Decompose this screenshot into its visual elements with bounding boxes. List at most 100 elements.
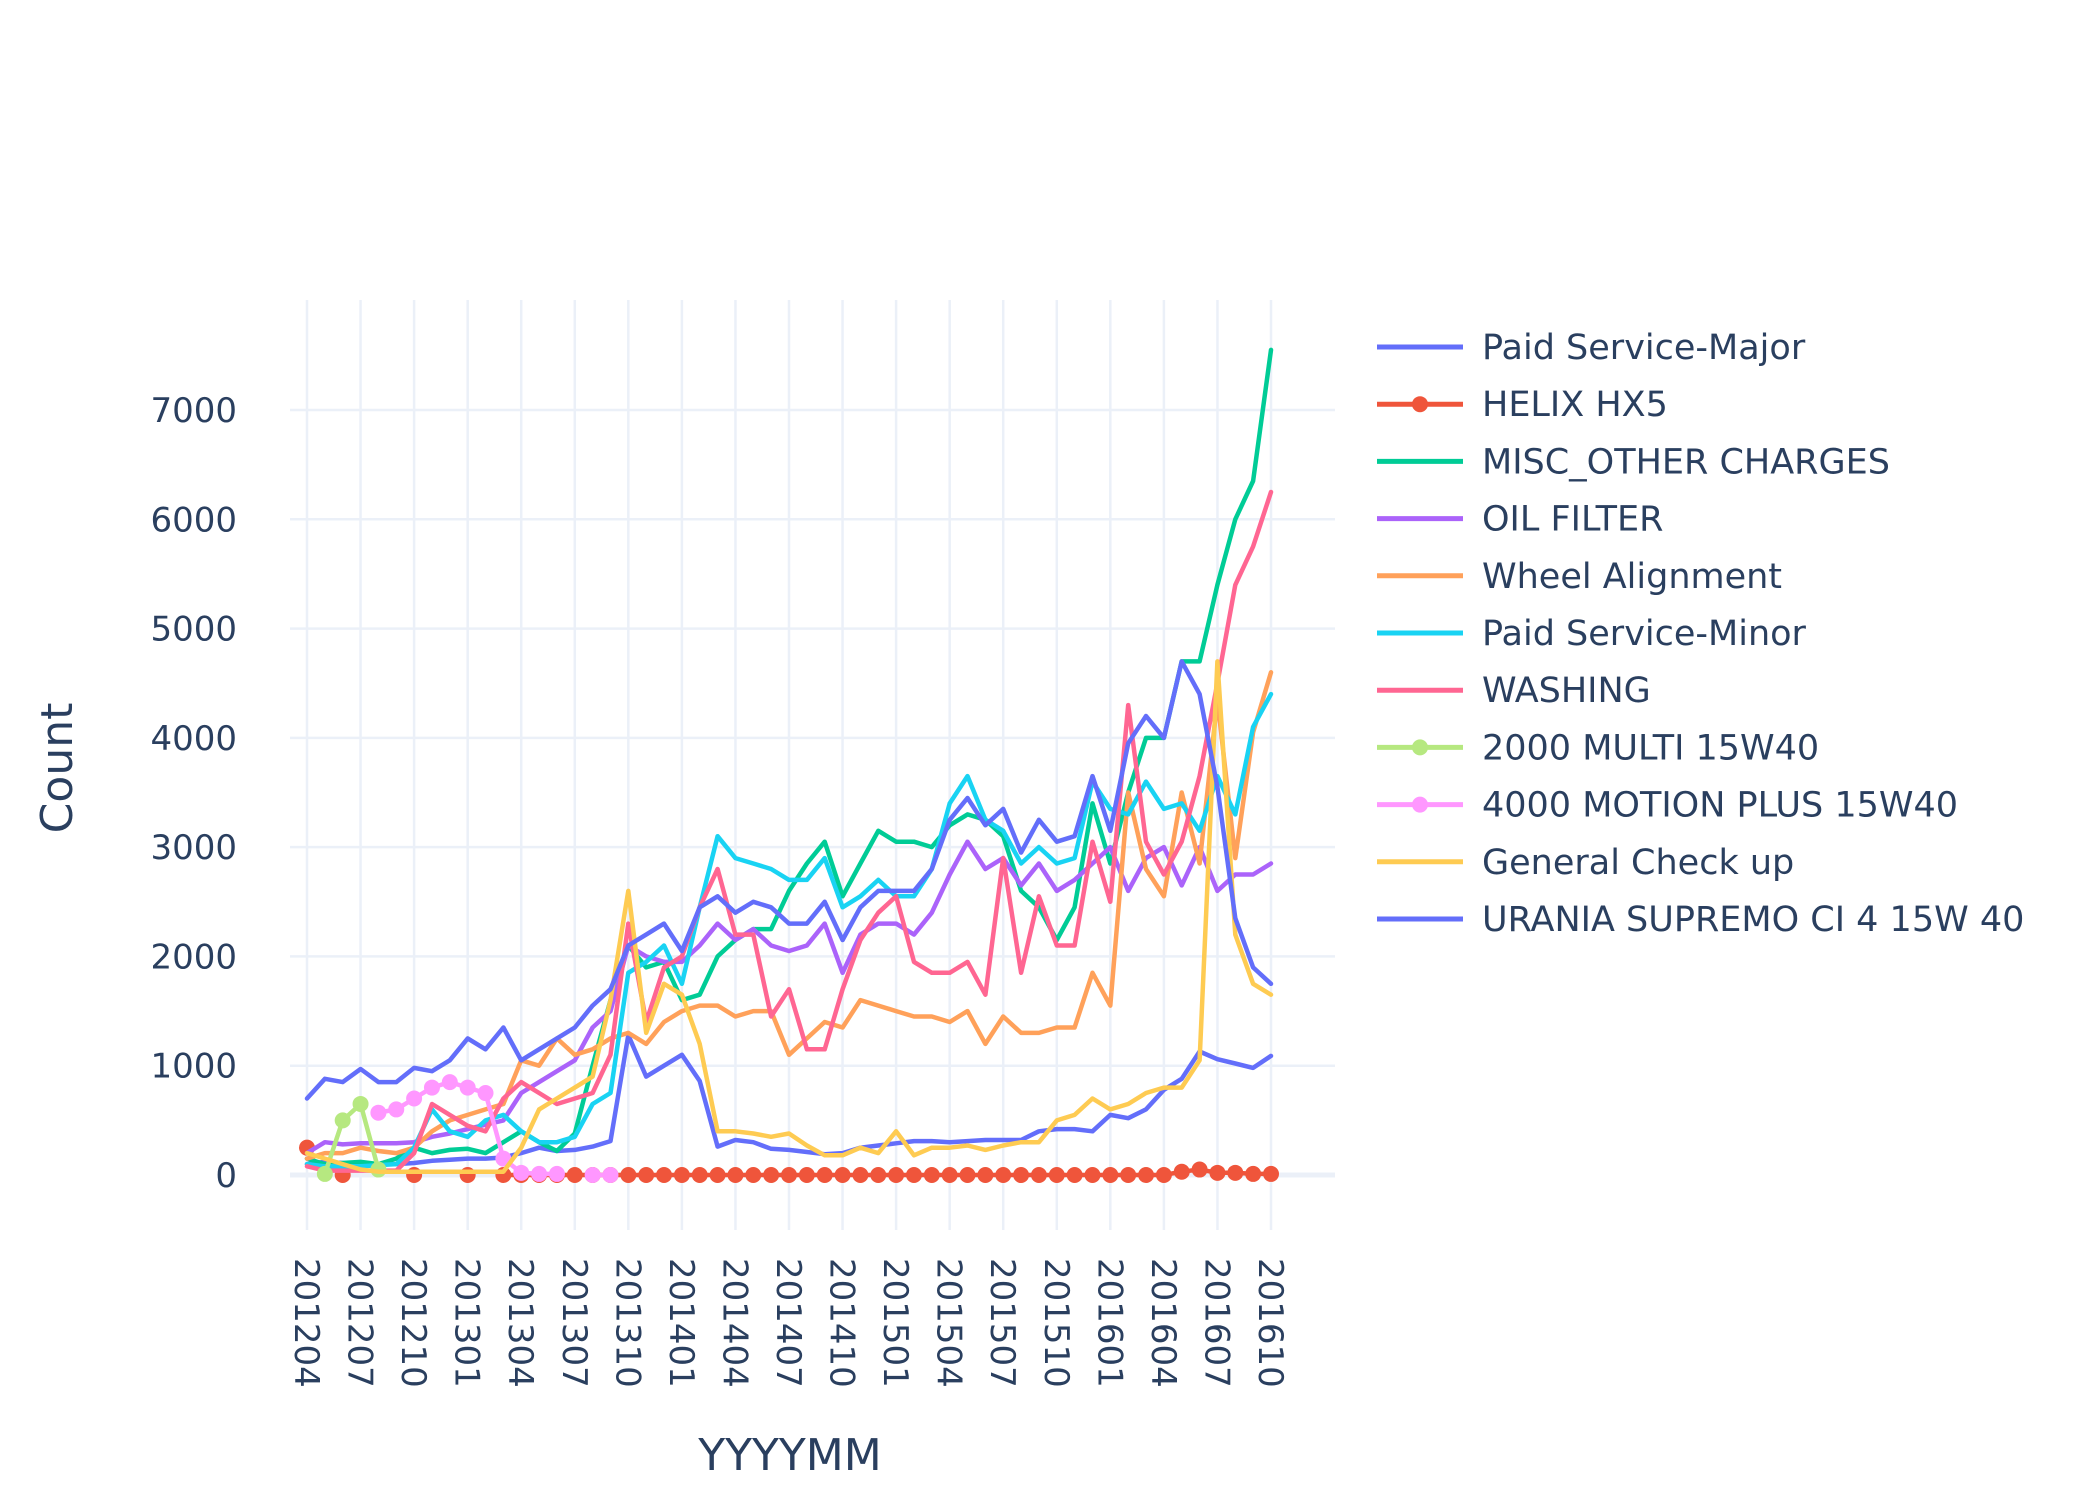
y-tick-label: 7000 xyxy=(150,391,237,431)
x-axis-ticks: 201204 201207 201210 201301 201304 201307 2013… xyxy=(286,1258,1290,1388)
series-2000-multi-15w40 xyxy=(316,1095,387,1182)
data-point xyxy=(941,1167,958,1183)
x-tick-label: 201407 xyxy=(768,1258,808,1388)
legend-item[interactable]: 4000 MOTION PLUS 15W40 xyxy=(1377,786,1958,826)
legend-marker xyxy=(1412,796,1428,813)
data-point xyxy=(1084,1167,1101,1183)
series-urania-supremo-ci-4-15w-40 xyxy=(304,659,1274,1101)
data-point xyxy=(1245,1165,1262,1182)
legend-item[interactable]: Paid Service-Major xyxy=(1377,328,1806,368)
data-point xyxy=(620,1167,637,1183)
data-point xyxy=(423,1079,440,1096)
series-wheel-alignment xyxy=(304,670,1274,1161)
legend-item[interactable]: HELIX HX5 xyxy=(1377,385,1668,425)
x-tick-label: 201604 xyxy=(1143,1258,1183,1388)
data-point xyxy=(1209,1164,1226,1181)
data-point xyxy=(1191,1161,1208,1178)
y-tick-label: 5000 xyxy=(150,610,237,650)
data-point xyxy=(959,1167,976,1183)
x-tick-label: 201504 xyxy=(929,1258,969,1388)
data-point xyxy=(459,1167,476,1183)
data-point xyxy=(816,1167,833,1183)
data-point xyxy=(1030,1167,1047,1183)
x-tick-label: 201307 xyxy=(554,1258,594,1388)
data-point xyxy=(334,1112,351,1129)
legend-label: MISC_OTHER CHARGES xyxy=(1482,442,1890,482)
data-point xyxy=(566,1167,583,1183)
data-point xyxy=(477,1085,494,1102)
data-point xyxy=(656,1167,673,1183)
legend-label: URANIA SUPREMO CI 4 15W 40 xyxy=(1482,900,2024,940)
series-layer xyxy=(299,347,1279,1183)
x-tick-label: 201410 xyxy=(822,1258,862,1388)
series-line xyxy=(304,1032,1274,1167)
legend-label: HELIX HX5 xyxy=(1482,385,1668,425)
y-axis-title: Count xyxy=(32,703,83,834)
legend-label: Wheel Alignment xyxy=(1482,557,1782,597)
grid xyxy=(290,300,1335,1230)
x-tick-label: 201310 xyxy=(607,1258,647,1388)
legend-item[interactable]: MISC_OTHER CHARGES xyxy=(1377,442,1890,482)
data-point xyxy=(852,1167,869,1183)
x-tick-label: 201401 xyxy=(661,1258,701,1388)
data-point xyxy=(834,1167,851,1183)
data-point xyxy=(1048,1167,1065,1183)
legend-item[interactable]: WASHING xyxy=(1377,671,1651,711)
data-point xyxy=(745,1167,762,1183)
legend-item[interactable]: General Check up xyxy=(1377,843,1794,883)
data-point xyxy=(870,1167,887,1183)
data-point xyxy=(727,1167,744,1183)
data-point xyxy=(1227,1164,1244,1181)
data-point xyxy=(673,1167,690,1183)
data-point xyxy=(406,1090,423,1107)
data-point xyxy=(584,1167,601,1183)
x-tick-label: 201204 xyxy=(286,1258,326,1388)
series-general-check-up xyxy=(304,659,1274,1174)
data-point xyxy=(406,1167,423,1183)
legend-item[interactable]: URANIA SUPREMO CI 4 15W 40 xyxy=(1377,900,2024,940)
series-line xyxy=(304,670,1274,1161)
data-point xyxy=(977,1167,994,1183)
y-tick-label: 2000 xyxy=(150,937,237,977)
data-point xyxy=(798,1167,815,1183)
x-tick-label: 201501 xyxy=(875,1258,915,1388)
legend-marker xyxy=(1412,739,1428,756)
y-tick-label: 0 xyxy=(215,1156,237,1196)
y-tick-label: 4000 xyxy=(150,719,237,759)
data-point xyxy=(602,1167,619,1183)
x-tick-label: 201404 xyxy=(714,1258,754,1388)
x-tick-label: 201607 xyxy=(1196,1258,1236,1388)
series-line xyxy=(304,489,1274,1173)
x-tick-label: 201601 xyxy=(1089,1258,1129,1388)
series-paid-service-minor xyxy=(304,691,1274,1169)
x-tick-label: 201207 xyxy=(340,1258,380,1388)
data-point xyxy=(691,1167,708,1183)
series-line xyxy=(304,659,1274,1101)
data-point xyxy=(370,1104,387,1121)
legend-item[interactable]: Paid Service-Minor xyxy=(1377,614,1807,654)
legend[interactable]: Paid Service-Major HELIX HX5 MISC_OTHER CH… xyxy=(1377,328,2024,940)
data-point xyxy=(638,1167,655,1183)
x-tick-label: 201507 xyxy=(982,1258,1022,1388)
series-line xyxy=(304,839,1274,1156)
data-point xyxy=(1138,1167,1155,1183)
legend-item[interactable]: OIL FILTER xyxy=(1377,500,1663,540)
series-line xyxy=(322,1101,381,1177)
series-oil-filter xyxy=(304,839,1274,1156)
series-line xyxy=(304,347,1274,1167)
series-4000-motion-plus-15w40 xyxy=(370,1074,619,1183)
legend-label: 4000 MOTION PLUS 15W40 xyxy=(1482,786,1958,826)
legend-item[interactable]: 2000 MULTI 15W40 xyxy=(1377,728,1819,768)
legend-marker xyxy=(1412,396,1428,413)
data-point xyxy=(513,1164,530,1181)
legend-label: General Check up xyxy=(1482,843,1794,883)
series-paid-service-major xyxy=(304,1032,1274,1167)
data-point xyxy=(905,1167,922,1183)
data-point xyxy=(441,1074,458,1091)
legend-item[interactable]: Wheel Alignment xyxy=(1377,557,1782,597)
legend-label: Paid Service-Major xyxy=(1482,328,1806,368)
x-tick-label: 201210 xyxy=(393,1258,433,1388)
series-washing xyxy=(304,489,1274,1173)
